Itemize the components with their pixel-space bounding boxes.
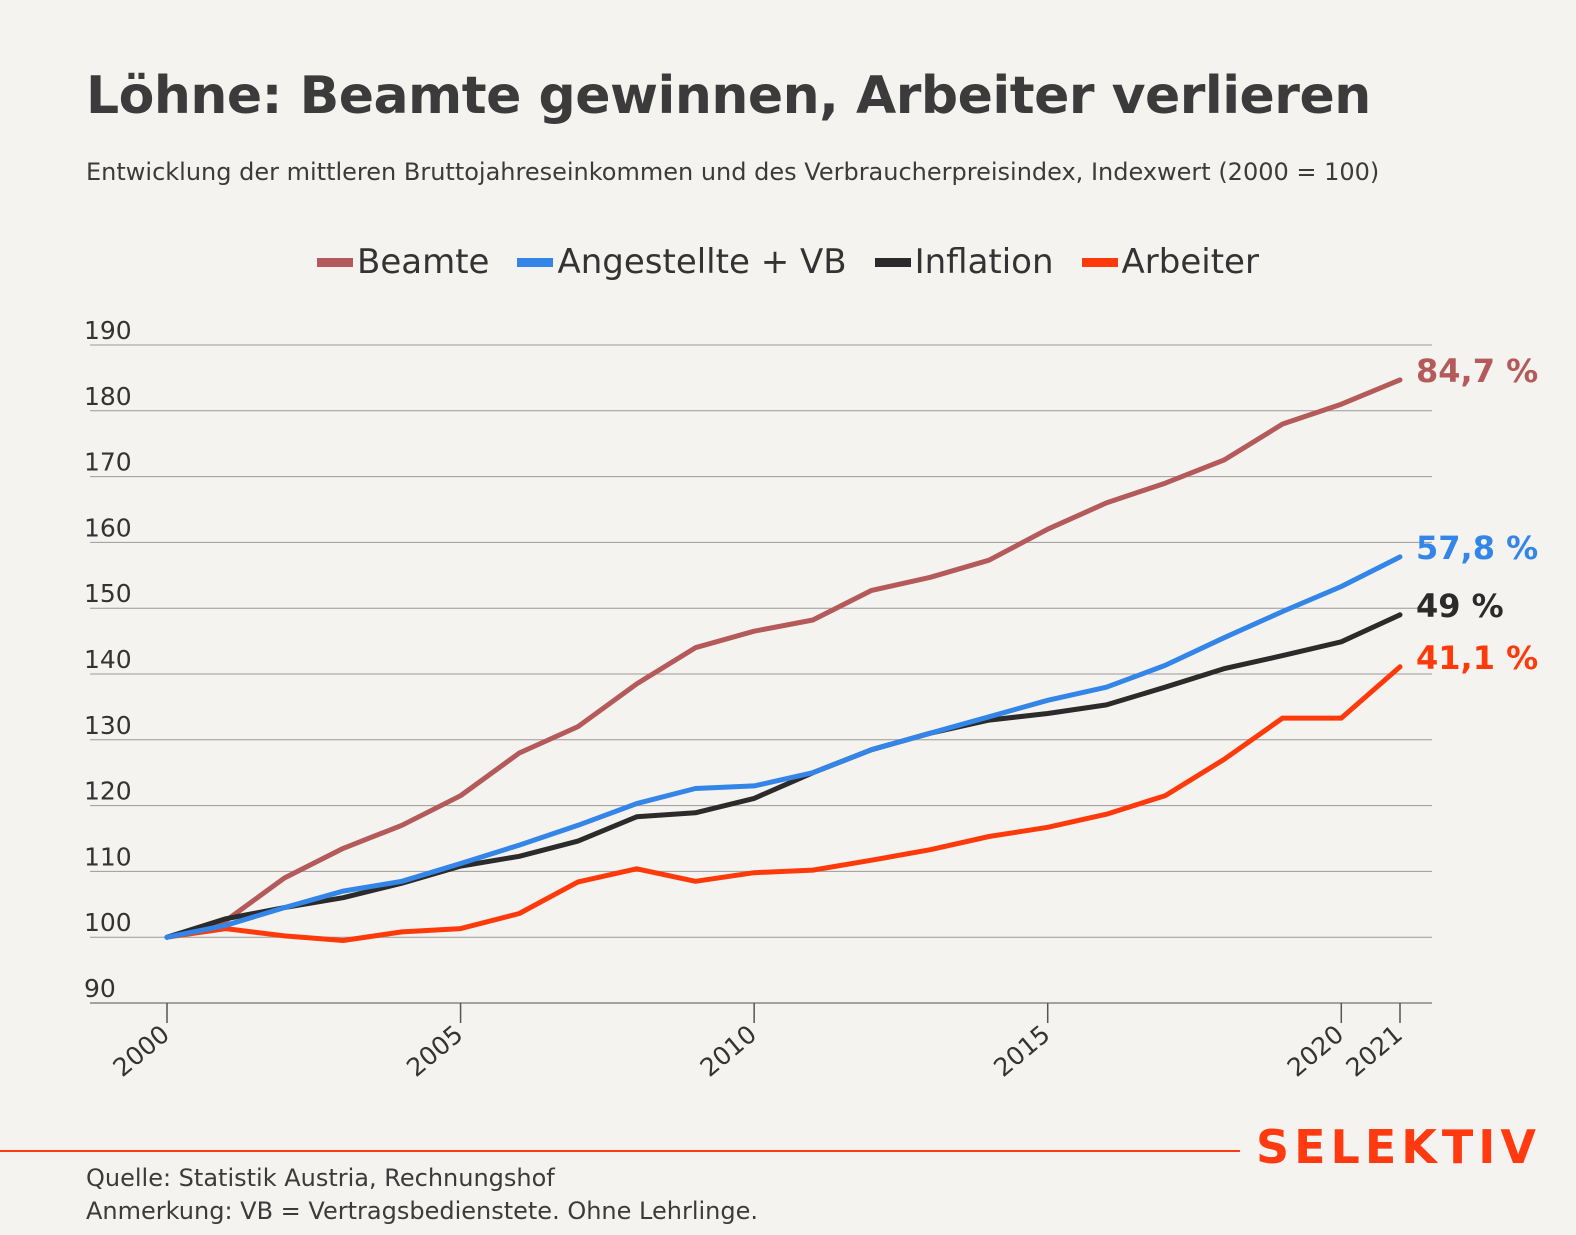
- end-label-angestellte-vb: 57,8 %: [1416, 529, 1538, 567]
- y-tick-label: 170: [84, 448, 132, 477]
- end-label-arbeiter: 41,1 %: [1416, 639, 1538, 677]
- y-tick-label: 100: [84, 908, 132, 937]
- legend-swatch-arbeiter: [1081, 257, 1118, 267]
- legend-item-beamte: Beamte: [317, 242, 489, 282]
- x-tick-label: 2021: [1340, 1019, 1407, 1082]
- x-tick-label: 2000: [107, 1019, 174, 1082]
- y-axis-tick-labels: 90 100 110 120 130 140 150 160 170 180 190: [84, 316, 132, 1003]
- legend-label-beamte: Beamte: [357, 242, 490, 282]
- y-tick-label: 190: [84, 316, 132, 345]
- y-tick-label: 120: [84, 777, 132, 806]
- legend-swatch-beamte: [317, 257, 354, 267]
- series-line-angestellte-vb: [164, 554, 1403, 940]
- y-tick-label: 110: [84, 842, 132, 871]
- brand-logo: SELEKTIV: [1256, 1120, 1542, 1174]
- legend-label-angestellte: Angestellte + VB: [557, 242, 847, 282]
- y-tick-label: 140: [84, 645, 132, 674]
- chart-legend: Beamte Angestellte + VB Inflation Arbeit…: [0, 242, 1576, 282]
- series-line-inflation: [164, 612, 1403, 940]
- series-line-beamte: [164, 377, 1403, 940]
- legend-item-angestellte: Angestellte + VB: [517, 242, 847, 282]
- y-tick-label: 160: [84, 513, 132, 542]
- y-tick-label: 150: [84, 579, 132, 608]
- page-title: Löhne: Beamte gewinnen, Arbeiter verlier…: [86, 66, 1371, 126]
- y-tick-label: 130: [84, 711, 132, 740]
- series-end-labels: 84,7 % 57,8 % 49 % 41,1 %: [1416, 352, 1538, 677]
- series-line-arbeiter: [164, 664, 1403, 943]
- legend-item-arbeiter: Arbeiter: [1081, 242, 1259, 282]
- legend-label-arbeiter: Arbeiter: [1121, 242, 1259, 282]
- legend-label-inflation: Inflation: [914, 242, 1054, 282]
- source-note: Quelle: Statistik Austria, Rechnungshof: [86, 1164, 555, 1192]
- y-tick-label: 90: [84, 974, 116, 1003]
- x-tick-label: 2005: [401, 1019, 468, 1082]
- x-tick-label: 2015: [988, 1019, 1055, 1082]
- y-tick-label: 180: [84, 382, 132, 411]
- legend-swatch-angestellte: [517, 257, 554, 267]
- page-subtitle: Entwicklung der mittleren Bruttojahresei…: [86, 158, 1380, 186]
- legend-swatch-inflation: [874, 257, 911, 267]
- chart-series: [164, 377, 1403, 943]
- footnote: Anmerkung: VB = Vertragsbedienstete. Ohn…: [86, 1197, 758, 1225]
- end-label-beamte: 84,7 %: [1416, 352, 1538, 390]
- legend-item-inflation: Inflation: [874, 242, 1054, 282]
- x-tick-label: 2010: [695, 1019, 762, 1082]
- end-label-inflation: 49 %: [1416, 587, 1504, 625]
- x-tick-label: 2020: [1282, 1019, 1349, 1082]
- footer-divider: [0, 1150, 1240, 1152]
